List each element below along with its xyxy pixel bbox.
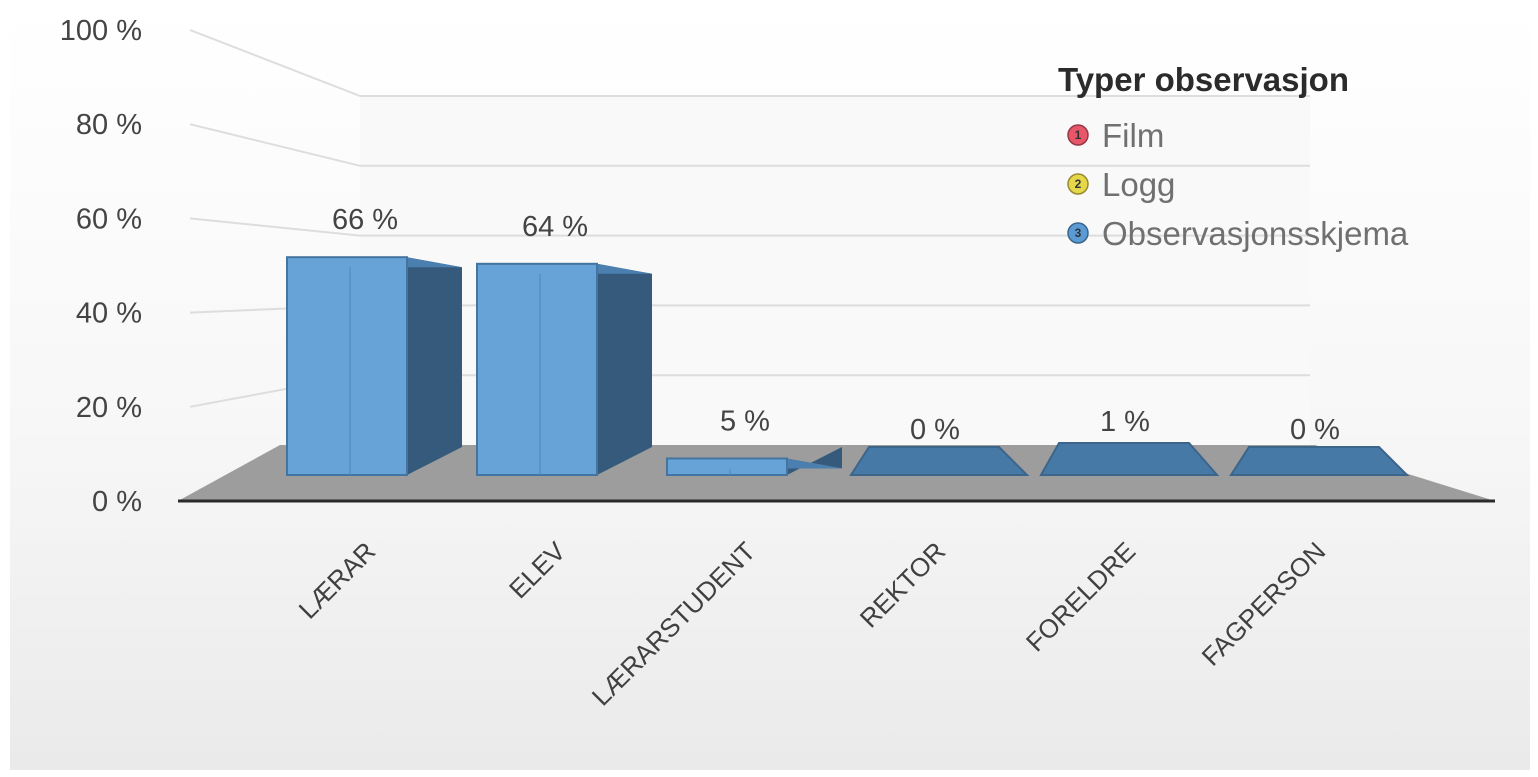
bar bbox=[476, 262, 652, 476]
bars bbox=[286, 256, 1410, 476]
y-tick-label: 0 % bbox=[92, 486, 142, 518]
data-label: 1 % bbox=[1100, 406, 1150, 438]
bar bbox=[286, 256, 462, 476]
legend-marker-icon bbox=[1067, 222, 1089, 244]
bar-front bbox=[286, 256, 408, 476]
data-label: 0 % bbox=[1290, 414, 1340, 446]
y-tick-label: 20 % bbox=[76, 392, 142, 424]
data-label: 5 % bbox=[720, 406, 770, 438]
data-label: 0 % bbox=[910, 414, 960, 446]
bar-front bbox=[666, 457, 788, 476]
gridline-side bbox=[189, 29, 361, 97]
gridline-side bbox=[189, 123, 361, 167]
legend-label: Logg bbox=[1102, 166, 1175, 203]
category-labels: LÆRAR ELEV LÆRARSTUDENT REKTOR FORELDRE FAGPE… bbox=[293, 536, 1332, 712]
legend-item: 2 Logg bbox=[1067, 166, 1175, 203]
legend-label: Film bbox=[1102, 117, 1164, 154]
bar-side bbox=[407, 257, 462, 475]
legend-marker-number: 3 bbox=[1075, 226, 1082, 240]
category-label: LÆRAR bbox=[293, 536, 382, 625]
legend-label: Observasjonsskjema bbox=[1102, 215, 1409, 252]
bar bbox=[1229, 446, 1410, 476]
category-label: ELEV bbox=[503, 536, 572, 605]
y-tick-label: 60 % bbox=[76, 203, 142, 235]
y-axis-tick-labels: 0 % 20 % 40 % 60 % 80 % 100 % bbox=[60, 15, 142, 518]
chart-frame: 0 % 20 % 40 % 60 % 80 % 100 % 66 % 64 % 5 % 0 % 1… bbox=[10, 8, 1530, 770]
y-tick-label: 100 % bbox=[60, 15, 142, 47]
category-label: FAGPERSON bbox=[1196, 536, 1332, 672]
legend-title: Typer observasjon bbox=[1058, 61, 1349, 98]
category-label: FORELDRE bbox=[1020, 536, 1141, 657]
bar-chart: 0 %20 %40 %60 %80 %100 % 66 % 64 %5 % 0 % 1… bbox=[60, 15, 1495, 712]
bar-top bbox=[1229, 446, 1410, 476]
legend-marker-number: 2 bbox=[1075, 177, 1082, 191]
y-tick-label: 80 % bbox=[76, 109, 142, 141]
legend-item: 3 Observasjonsskjema bbox=[1067, 215, 1409, 252]
gridline-side bbox=[189, 217, 361, 237]
bar bbox=[1039, 442, 1220, 476]
category-label: REKTOR bbox=[854, 536, 951, 633]
data-label: 66 % bbox=[332, 204, 398, 236]
legend-item: 1 Film bbox=[1067, 117, 1164, 154]
bar bbox=[849, 446, 1030, 476]
bar-top bbox=[1039, 442, 1220, 476]
bar-front bbox=[476, 262, 598, 476]
legend-marker-icon bbox=[1067, 124, 1089, 146]
category-label: LÆRARSTUDENT bbox=[586, 536, 762, 712]
legend: Typer observasjon 1 Film 2 Logg 3 Observasjon… bbox=[1058, 61, 1409, 252]
bar bbox=[666, 447, 842, 476]
bar-side bbox=[597, 263, 652, 475]
data-label: 64 % bbox=[522, 211, 588, 243]
legend-marker-icon bbox=[1067, 173, 1089, 195]
legend-marker-number: 1 bbox=[1075, 128, 1082, 142]
bar-top bbox=[849, 446, 1030, 476]
data-labels: 66 % 64 % 5 % 0 % 1 % 0 % bbox=[332, 204, 1340, 446]
y-tick-label: 40 % bbox=[76, 298, 142, 330]
legend-items: 1 Film 2 Logg 3 Observasjonsskjema bbox=[1067, 117, 1409, 252]
